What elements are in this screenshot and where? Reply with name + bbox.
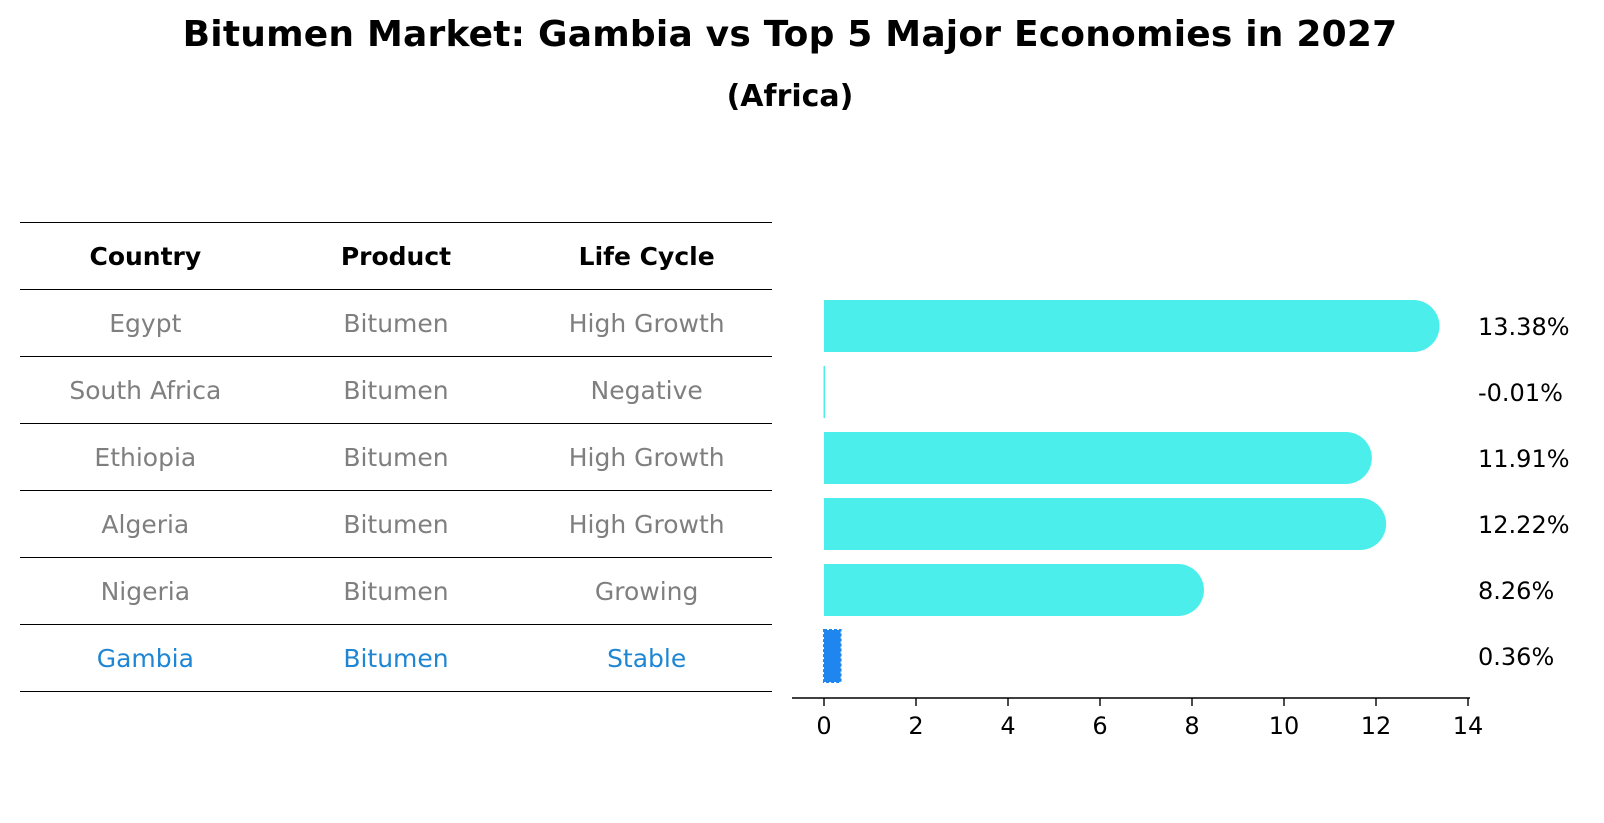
table-row-highlighted: Gambia Bitumen Stable — [20, 624, 772, 692]
x-tick-label: 8 — [1184, 712, 1199, 740]
value-label-egypt: 13.38% — [1478, 313, 1570, 341]
bar-nigeria — [824, 564, 1204, 616]
bar-algeria — [824, 498, 1387, 550]
life-cycle-cell: High Growth — [521, 490, 772, 558]
x-tick-label: 6 — [1092, 712, 1107, 740]
value-label-algeria: 12.22% — [1478, 511, 1570, 539]
column-header-product: Product — [270, 222, 522, 290]
value-label-ethiopia: 11.91% — [1478, 445, 1570, 473]
product-cell: Bitumen — [270, 289, 522, 357]
value-label-south-africa: -0.01% — [1478, 379, 1563, 407]
product-cell: Bitumen — [270, 624, 522, 692]
value-label-gambia: 0.36% — [1478, 643, 1554, 671]
chart-title: Bitumen Market: Gambia vs Top 5 Major Ec… — [182, 14, 1398, 55]
country-cell: Ethiopia — [20, 423, 271, 491]
value-label-nigeria: 8.26% — [1478, 577, 1554, 605]
bar-south-africa — [823, 366, 825, 418]
bar-egypt — [824, 300, 1440, 352]
product-cell: Bitumen — [270, 356, 522, 424]
country-cell: Algeria — [20, 490, 271, 558]
column-header-life-cycle: Life Cycle — [521, 222, 772, 290]
table-header-row: Country Product Life Cycle — [20, 222, 772, 290]
product-cell: Bitumen — [270, 557, 522, 625]
life-cycle-cell: High Growth — [521, 289, 772, 357]
bar-gambia — [823, 629, 842, 683]
product-cell: Bitumen — [270, 490, 522, 558]
table-row: Egypt Bitumen High Growth — [20, 289, 772, 357]
bar-ethiopia — [824, 432, 1372, 484]
table-row: Ethiopia Bitumen High Growth — [20, 423, 772, 491]
x-tick-label: 4 — [1000, 712, 1015, 740]
x-tick-label: 2 — [908, 712, 923, 740]
comparison-table: Country Product Life Cycle Egypt Bitumen… — [20, 222, 772, 692]
table-row: South Africa Bitumen Negative — [20, 356, 772, 424]
x-tick-label: 14 — [1453, 712, 1484, 740]
x-tick-label: 0 — [816, 712, 831, 740]
table-row: Algeria Bitumen High Growth — [20, 490, 772, 558]
column-header-country: Country — [20, 222, 271, 290]
country-cell: Nigeria — [20, 557, 271, 625]
life-cycle-cell: Negative — [521, 356, 772, 424]
x-tick-label: 12 — [1361, 712, 1392, 740]
x-tick-label: 10 — [1269, 712, 1300, 740]
life-cycle-cell: High Growth — [521, 423, 772, 491]
life-cycle-cell: Stable — [521, 624, 772, 692]
country-cell: Gambia — [20, 624, 271, 692]
country-cell: South Africa — [20, 356, 271, 424]
product-cell: Bitumen — [270, 423, 522, 491]
country-cell: Egypt — [20, 289, 271, 357]
chart-subtitle: (Africa) — [726, 79, 854, 114]
table-row: Nigeria Bitumen Growing — [20, 557, 772, 625]
life-cycle-cell: Growing — [521, 557, 772, 625]
